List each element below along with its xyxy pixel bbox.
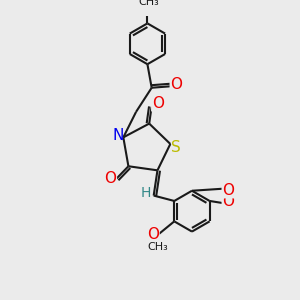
Text: O: O xyxy=(222,194,234,209)
Text: O: O xyxy=(147,227,159,242)
Text: O: O xyxy=(170,77,182,92)
Text: O: O xyxy=(104,171,116,186)
Text: O: O xyxy=(222,183,234,198)
Text: S: S xyxy=(170,140,180,155)
Text: O: O xyxy=(152,96,164,111)
Text: N: N xyxy=(112,128,124,142)
Text: H: H xyxy=(140,186,151,200)
Text: CH₃: CH₃ xyxy=(139,0,159,8)
Text: CH₃: CH₃ xyxy=(147,242,168,252)
